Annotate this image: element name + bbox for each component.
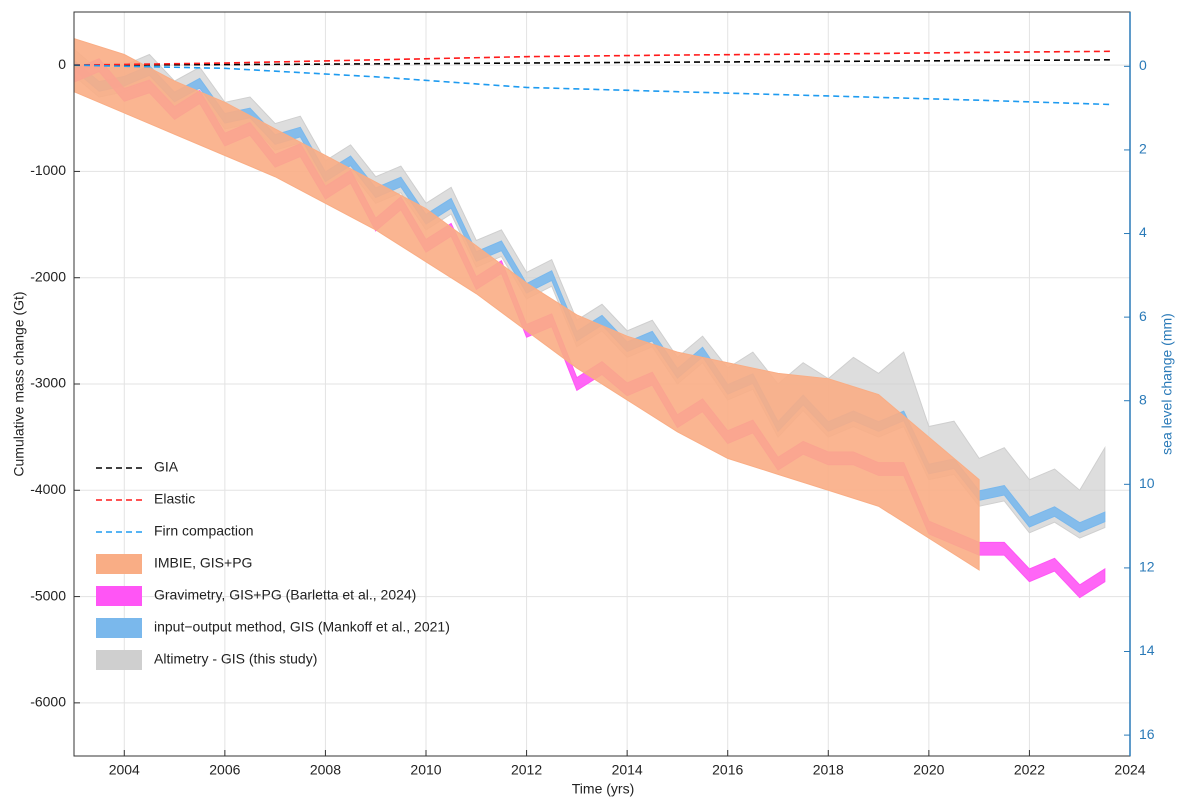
line (73, 50, 1110, 66)
y2-tick-label: 2 (1139, 141, 1147, 157)
x-tick-label: 2010 (410, 762, 441, 778)
y-tick-label: -2000 (30, 268, 66, 284)
band (73, 37, 980, 571)
x-tick-label: 2004 (109, 762, 140, 778)
y2-tick-label: 6 (1139, 308, 1147, 324)
x-tick-label: 2024 (1114, 762, 1145, 778)
y-tick-label: -1000 (30, 162, 66, 178)
y2-tick-label: 0 (1139, 57, 1147, 73)
y2-tick-label: 8 (1139, 391, 1147, 407)
x-axis-label: Time (yrs) (572, 781, 634, 797)
line (73, 59, 1110, 66)
legend-swatch (96, 650, 142, 670)
legend-label: Elastic (154, 491, 195, 507)
legend-label: Gravimetry, GIS+PG (Barletta et al., 202… (154, 587, 416, 603)
legend-swatch (96, 554, 142, 574)
legend-label: input−output method, GIS (Mankoff et al.… (154, 619, 450, 635)
legend-swatch (96, 586, 142, 606)
y-tick-label: -5000 (30, 587, 66, 603)
y2-axis-label: sea level change (mm) (1159, 313, 1175, 455)
x-tick-label: 2016 (712, 762, 743, 778)
y-axis-label: Cumulative mass change (Gt) (11, 291, 27, 476)
y2-tick-label: 12 (1139, 559, 1155, 575)
y-tick-label: 0 (58, 56, 66, 72)
y-tick-label: -3000 (30, 375, 66, 391)
y-tick-label: -4000 (30, 481, 66, 497)
x-tick-label: 2012 (511, 762, 542, 778)
x-tick-label: 2008 (310, 762, 341, 778)
legend-swatch (96, 618, 142, 638)
x-tick-label: 2018 (813, 762, 844, 778)
plot-area (73, 37, 1110, 599)
x-tick-label: 2020 (913, 762, 944, 778)
axes: 2004 2006 2008 2010 2012 2014 2016 2018 2020 2022… (30, 11, 1155, 778)
legend-label: IMBIE, GIS+PG (154, 555, 252, 571)
legend-label: Altimetry - GIS (this study) (154, 651, 317, 667)
y2-tick-label: 14 (1139, 642, 1155, 658)
x-tick-label: 2022 (1014, 762, 1045, 778)
line (73, 64, 1110, 106)
y2-tick-label: 16 (1139, 726, 1155, 742)
legend-label: GIA (154, 459, 179, 475)
x-tick-label: 2014 (612, 762, 643, 778)
y2-tick-label: 10 (1139, 475, 1155, 491)
x-tick-label: 2006 (209, 762, 240, 778)
legend-label: Firn compaction (154, 523, 254, 539)
y2-tick-label: 4 (1139, 224, 1147, 240)
y-tick-label: -6000 (30, 694, 66, 710)
legend: GIA Elastic Firn compaction IMBIE, GIS+PG Gr… (96, 459, 450, 670)
